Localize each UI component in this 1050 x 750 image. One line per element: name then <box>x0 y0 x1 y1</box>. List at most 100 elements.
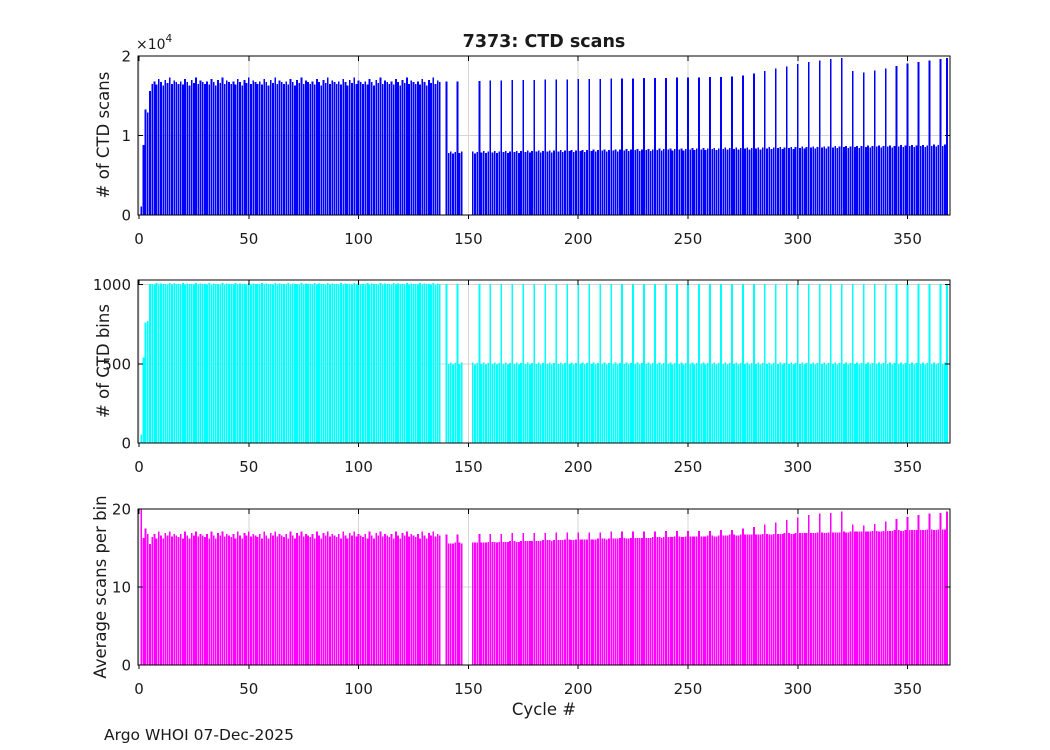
subplot-2 <box>137 508 951 669</box>
bar <box>555 532 558 665</box>
bar <box>476 542 479 665</box>
bar <box>401 533 404 665</box>
y-tick-label: 20 <box>112 501 131 519</box>
bar <box>897 363 900 443</box>
x-tick-label: 0 <box>134 680 144 698</box>
bar <box>390 81 393 215</box>
bar <box>498 541 501 665</box>
bar <box>504 541 507 665</box>
bar <box>247 283 250 443</box>
bar <box>926 529 929 665</box>
bar <box>608 538 610 665</box>
bar <box>742 75 744 215</box>
bar <box>142 537 145 665</box>
bar <box>509 540 512 665</box>
bar <box>498 151 501 215</box>
bar <box>891 364 894 443</box>
bar <box>245 83 248 215</box>
bar <box>228 535 230 665</box>
bar <box>241 284 244 443</box>
bar <box>676 283 678 443</box>
bar <box>548 540 551 665</box>
bar <box>445 534 448 665</box>
bar <box>682 537 685 665</box>
bar <box>146 321 149 443</box>
bar <box>362 537 364 665</box>
bar <box>487 363 490 443</box>
bar <box>904 145 907 215</box>
bar <box>612 538 615 665</box>
bar <box>318 283 320 443</box>
bar <box>190 533 193 665</box>
bar <box>658 537 661 665</box>
bar <box>241 538 244 665</box>
bar <box>722 148 725 215</box>
bar <box>236 531 239 665</box>
bar <box>434 284 437 443</box>
bar <box>724 535 727 665</box>
bar <box>454 363 457 443</box>
bar <box>919 363 922 443</box>
bar <box>456 283 459 443</box>
x-tick-label: 50 <box>239 458 258 476</box>
bar <box>344 535 347 665</box>
bar <box>485 364 487 443</box>
bar <box>577 532 580 665</box>
bar <box>539 364 542 443</box>
bar <box>761 533 764 665</box>
bar <box>827 146 830 215</box>
bar <box>309 537 312 665</box>
bar <box>520 363 522 443</box>
bar <box>471 542 474 665</box>
bar <box>944 144 946 215</box>
bar <box>529 152 531 215</box>
bar <box>893 363 896 443</box>
bar <box>900 145 902 215</box>
bar <box>922 530 924 665</box>
bar <box>210 79 213 216</box>
bar <box>403 284 406 443</box>
bar <box>777 363 779 443</box>
x-tick-label: 100 <box>344 458 373 476</box>
bar <box>307 535 309 665</box>
bar <box>597 538 599 665</box>
bar <box>810 147 812 215</box>
bar <box>895 283 898 443</box>
bar <box>329 536 331 665</box>
bar <box>535 151 538 215</box>
bar <box>832 147 834 215</box>
bar <box>553 363 555 443</box>
bar <box>256 537 259 665</box>
bar <box>761 363 764 443</box>
bar <box>201 82 204 215</box>
bar <box>232 533 235 665</box>
bar <box>669 537 672 665</box>
bar <box>566 79 569 215</box>
bar <box>805 533 808 665</box>
bar <box>726 149 729 215</box>
bar <box>471 151 474 215</box>
bar <box>230 83 233 215</box>
bar <box>276 83 279 215</box>
bar <box>520 540 522 665</box>
bar <box>575 539 577 665</box>
bar <box>608 149 610 215</box>
bar <box>296 533 298 665</box>
bar <box>702 362 705 443</box>
bar <box>204 83 206 215</box>
bar <box>854 531 856 665</box>
bar <box>678 536 681 665</box>
bar <box>583 151 586 215</box>
bar <box>616 538 619 665</box>
bar <box>544 79 547 215</box>
bar <box>581 362 584 443</box>
bar <box>849 363 852 443</box>
bar <box>195 531 197 665</box>
bar <box>151 83 154 215</box>
bar <box>632 283 634 443</box>
bar <box>586 539 588 665</box>
bar <box>700 536 703 665</box>
bar <box>247 77 250 215</box>
bar <box>309 283 312 443</box>
bar <box>768 534 771 665</box>
